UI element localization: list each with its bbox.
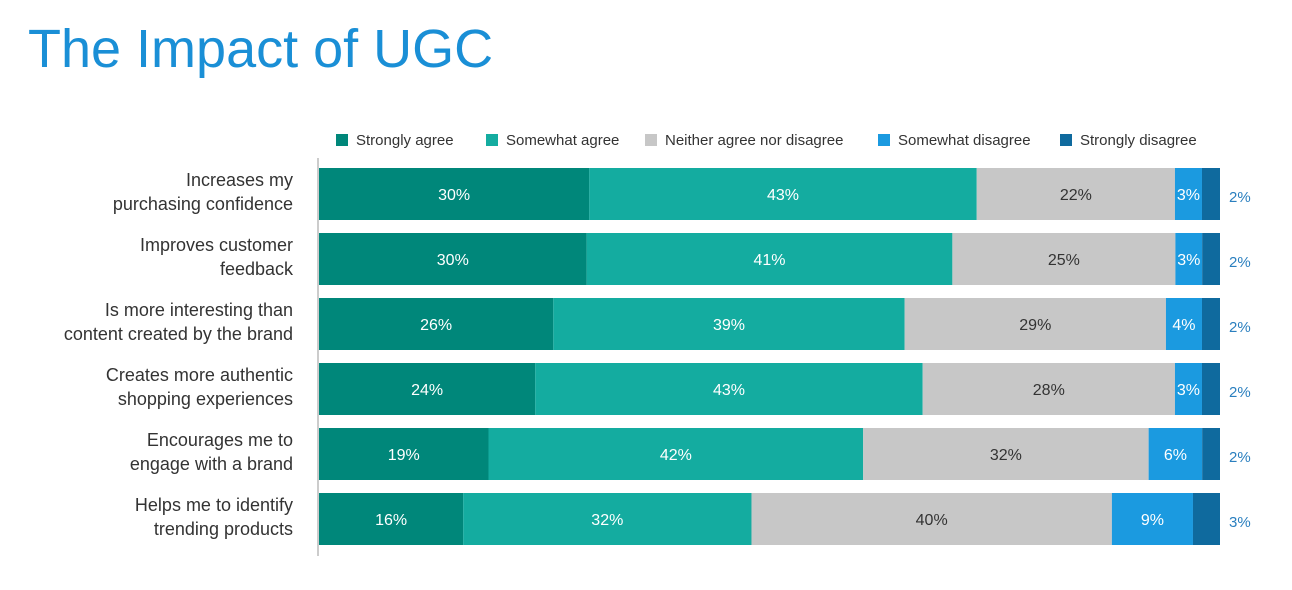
data-label-strongly-agree: 24% bbox=[411, 382, 443, 399]
data-label-strongly-disagree: 2% bbox=[1229, 189, 1251, 206]
category-label: Encourages me to engage with a brand bbox=[130, 430, 293, 474]
legend-item-strongly-disagree: Strongly disagree bbox=[1060, 132, 1197, 149]
data-label-strongly-disagree: 2% bbox=[1229, 384, 1251, 401]
bar-segment-strongly-disagree bbox=[1201, 298, 1220, 350]
data-label-strongly-disagree: 2% bbox=[1229, 449, 1251, 466]
bar-segment-neither-agree-nor-disagree bbox=[904, 298, 1166, 350]
data-label-strongly-disagree: 3% bbox=[1229, 514, 1251, 531]
bar-segment-somewhat-disagree bbox=[1174, 168, 1202, 220]
bar-segment-somewhat-agree bbox=[463, 493, 752, 545]
data-label-neither-agree-nor-disagree: 29% bbox=[1019, 317, 1051, 334]
bar-segment-strongly-disagree bbox=[1202, 233, 1220, 285]
data-label-strongly-agree: 19% bbox=[388, 447, 420, 464]
data-label-somewhat-agree: 43% bbox=[767, 187, 799, 204]
bar-segment-somewhat-agree bbox=[589, 168, 977, 220]
bar-segment-somewhat-disagree bbox=[1175, 233, 1203, 285]
data-label-somewhat-disagree: 9% bbox=[1141, 512, 1164, 529]
bar-row: 26% 39% 29% 4% 2% bbox=[319, 298, 1251, 350]
bar-segment-neither-agree-nor-disagree bbox=[976, 168, 1175, 220]
bar-segment-somewhat-agree bbox=[586, 233, 953, 285]
data-label-neither-agree-nor-disagree: 22% bbox=[1060, 187, 1092, 204]
bar-row: 16% 32% 40% 9% 3% bbox=[319, 493, 1251, 545]
bar-row: 30% 41% 25% 3% 2% bbox=[319, 233, 1251, 285]
legend-label: Somewhat disagree bbox=[898, 132, 1031, 149]
data-label-somewhat-agree: 39% bbox=[713, 317, 745, 334]
bar-segment-neither-agree-nor-disagree bbox=[751, 493, 1112, 545]
legend-swatch bbox=[878, 134, 890, 146]
bar-segment-strongly-disagree bbox=[1192, 493, 1220, 545]
category-label: Is more interesting than content created … bbox=[64, 300, 293, 344]
legend-swatch bbox=[645, 134, 657, 146]
data-label-strongly-disagree: 2% bbox=[1229, 254, 1251, 271]
legend-swatch bbox=[486, 134, 498, 146]
data-label-strongly-agree: 16% bbox=[375, 512, 407, 529]
category-label: Improves customer feedback bbox=[140, 235, 294, 279]
bar-segment-strongly-agree bbox=[319, 428, 489, 480]
data-label-somewhat-disagree: 3% bbox=[1177, 382, 1200, 399]
category-label: Creates more authentic shopping experienc… bbox=[106, 365, 293, 409]
legend-label: Neither agree nor disagree bbox=[665, 132, 843, 149]
bar-segment-somewhat-agree bbox=[488, 428, 864, 480]
bar-segment-strongly-agree bbox=[319, 168, 590, 220]
data-label-somewhat-agree: 41% bbox=[753, 252, 785, 269]
legend-item-neither-agree-nor-disagree: Neither agree nor disagree bbox=[645, 132, 843, 149]
bar-segment-strongly-agree bbox=[319, 493, 464, 545]
data-label-neither-agree-nor-disagree: 32% bbox=[990, 447, 1022, 464]
data-label-neither-agree-nor-disagree: 25% bbox=[1048, 252, 1080, 269]
data-label-neither-agree-nor-disagree: 28% bbox=[1033, 382, 1065, 399]
bar-segment-somewhat-agree bbox=[553, 298, 905, 350]
data-label-somewhat-agree: 43% bbox=[713, 382, 745, 399]
bar-segment-neither-agree-nor-disagree bbox=[863, 428, 1149, 480]
data-label-strongly-disagree: 2% bbox=[1229, 319, 1251, 336]
legend: Strongly agree Somewhat agree Neither agre… bbox=[336, 132, 1197, 149]
legend-item-somewhat-agree: Somewhat agree bbox=[486, 132, 619, 149]
bar-segment-somewhat-disagree bbox=[1148, 428, 1203, 480]
legend-label: Strongly agree bbox=[356, 132, 454, 149]
bar-segment-strongly-agree bbox=[319, 363, 536, 415]
legend-item-strongly-agree: Strongly agree bbox=[336, 132, 454, 149]
legend-label: Somewhat agree bbox=[506, 132, 619, 149]
data-label-strongly-agree: 30% bbox=[438, 187, 470, 204]
bar-segment-strongly-disagree bbox=[1201, 363, 1220, 415]
category-label: Helps me to identify trending products bbox=[135, 495, 293, 539]
data-label-somewhat-disagree: 6% bbox=[1164, 447, 1187, 464]
data-label-strongly-agree: 26% bbox=[420, 317, 452, 334]
bar-segment-strongly-disagree bbox=[1202, 428, 1220, 480]
data-label-somewhat-disagree: 4% bbox=[1172, 317, 1195, 334]
legend-swatch bbox=[336, 134, 348, 146]
bar-segment-strongly-agree bbox=[319, 233, 587, 285]
legend-label: Strongly disagree bbox=[1080, 132, 1197, 149]
bar-segment-neither-agree-nor-disagree bbox=[952, 233, 1176, 285]
bar-segment-strongly-disagree bbox=[1201, 168, 1220, 220]
bar-row: 30% 43% 22% 3% 2% bbox=[319, 168, 1251, 220]
bar-segment-neither-agree-nor-disagree bbox=[922, 363, 1175, 415]
bar-row: 24% 43% 28% 3% 2% bbox=[319, 363, 1251, 415]
data-label-neither-agree-nor-disagree: 40% bbox=[916, 512, 948, 529]
data-label-strongly-agree: 30% bbox=[437, 252, 469, 269]
data-label-somewhat-disagree: 3% bbox=[1177, 187, 1200, 204]
bar-row: 19% 42% 32% 6% 2% bbox=[319, 428, 1251, 480]
data-label-somewhat-agree: 42% bbox=[660, 447, 692, 464]
bar-segment-strongly-agree bbox=[319, 298, 554, 350]
bars: 30% 43% 22% 3% 2%30% 41% 25% 3% 2%26% 39% 29% 4% 2%2… bbox=[319, 168, 1251, 545]
bar-segment-somewhat-disagree bbox=[1165, 298, 1202, 350]
category-label: Increases my purchasing confidence bbox=[113, 170, 293, 214]
chart-title: The Impact of UGC bbox=[28, 19, 494, 79]
category-labels: Increases my purchasing confidence Improve… bbox=[64, 170, 294, 539]
bar-segment-somewhat-agree bbox=[535, 363, 923, 415]
bar-segment-somewhat-disagree bbox=[1111, 493, 1193, 545]
bar-segment-somewhat-disagree bbox=[1174, 363, 1202, 415]
legend-swatch bbox=[1060, 134, 1072, 146]
data-label-somewhat-agree: 32% bbox=[591, 512, 623, 529]
data-label-somewhat-disagree: 3% bbox=[1177, 252, 1200, 269]
legend-item-somewhat-disagree: Somewhat disagree bbox=[878, 132, 1031, 149]
